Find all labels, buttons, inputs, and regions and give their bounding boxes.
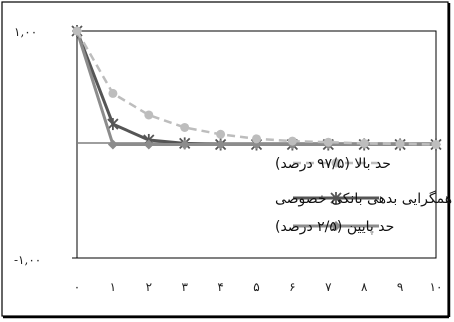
legend-marker-upper (331, 158, 341, 168)
data-point-upper-bound (72, 26, 82, 36)
data-point-lower-bound (179, 139, 190, 150)
data-point-upper-bound (287, 136, 297, 146)
x-tick-label: ۲ (146, 280, 152, 294)
data-point-lower-bound (143, 139, 154, 150)
series-upper-bound (72, 26, 441, 149)
x-tick-label: ۶ (289, 280, 295, 294)
data-point-lower-bound (215, 139, 226, 150)
x-tick-label: ۷ (325, 280, 332, 294)
data-point-upper-bound (359, 138, 369, 148)
series-layer (71, 25, 442, 151)
data-point-upper-bound (395, 139, 405, 149)
data-point-main (107, 118, 119, 131)
x-tick-label: ۸ (361, 280, 368, 294)
data-point-upper-bound (180, 122, 190, 132)
legend-marker-main (330, 192, 342, 204)
legend-label-main: همگرایی بدهی بانکی خصوصی (275, 190, 452, 207)
x-tick-label: ۴ (217, 280, 223, 294)
data-point-upper-bound (323, 137, 333, 147)
x-tick-label: ۹ (397, 280, 403, 294)
x-tick-label: ۳ (181, 280, 188, 294)
data-point-lower-bound (107, 139, 118, 150)
legend: حد بالا (۹۷/۵ درصد) همگرایی بدهی بانکی خ… (275, 156, 452, 235)
data-point-upper-bound (108, 88, 118, 98)
x-tick-label: ۱ (110, 280, 116, 294)
x-tick-labels: ۰ ۱ ۲ ۳ ۴ ۵ ۶ ۷ ۸ ۹ ۱۰ (74, 280, 443, 294)
x-tick-label: ۰ (74, 280, 80, 294)
legend-marker-lower (331, 221, 341, 231)
data-point-upper-bound (216, 129, 226, 139)
y-tick-label-top: ۱,۰۰ (14, 25, 37, 39)
data-point-upper-bound (252, 134, 261, 144)
data-point-upper-bound (431, 140, 441, 149)
legend-label-lower: حد پایین (۲/۵ درصد) (275, 219, 394, 235)
data-point-upper-bound (144, 110, 154, 120)
y-tick-label-bottom: -۱,۰۰ (14, 253, 41, 267)
x-tick-label: ۵ (253, 280, 259, 294)
x-tick-label: ۱۰ (430, 280, 443, 294)
legend-label-upper: حد بالا (۹۷/۵ درصد) (275, 156, 391, 172)
